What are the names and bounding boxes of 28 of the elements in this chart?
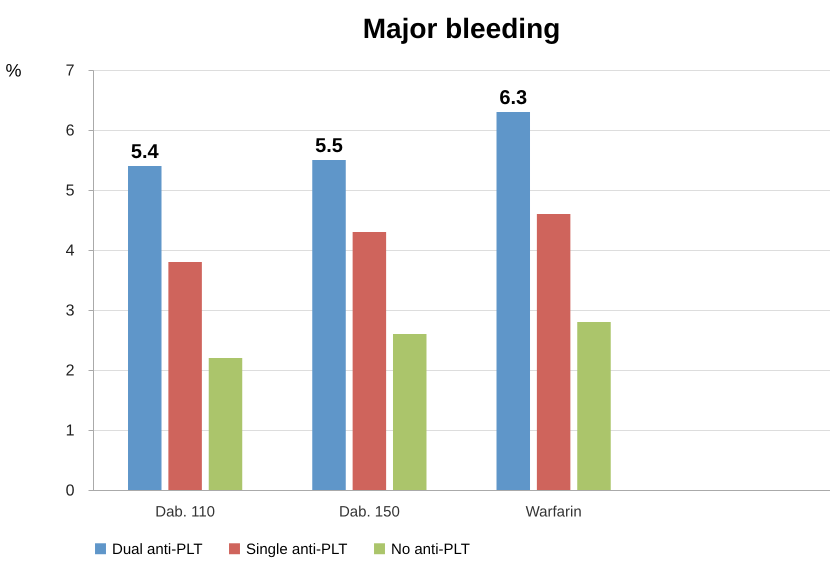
x-tick-label: Dab. 110	[155, 504, 216, 520]
bar	[392, 334, 426, 490]
bar	[168, 262, 202, 490]
bar	[128, 166, 162, 490]
chart-title: Major bleeding	[362, 13, 560, 44]
bar	[536, 214, 570, 490]
bar	[208, 358, 242, 490]
y-axis-title: %	[5, 60, 22, 80]
y-tick-label: 2	[66, 362, 75, 380]
legend-label: Single anti-PLT	[246, 540, 348, 558]
legend-label: No anti-PLT	[391, 540, 470, 558]
y-tick-label: 1	[66, 422, 75, 440]
bar	[312, 160, 346, 490]
y-tick-label: 5	[66, 182, 75, 200]
y-tick-label: 0	[66, 482, 75, 500]
data-label: 5.5	[315, 135, 343, 157]
data-label: 6.3	[499, 87, 528, 109]
data-label: 5.4	[130, 141, 160, 163]
bar	[496, 112, 530, 490]
bar	[577, 322, 611, 490]
y-tick-label: 4	[66, 242, 75, 260]
legend-label: Dual anti-PLT	[112, 540, 203, 558]
bar	[352, 232, 386, 490]
x-tick-label: Warfarin	[526, 504, 582, 520]
x-tick-label: Dab. 150	[338, 504, 400, 520]
y-tick-label: 7	[66, 62, 75, 80]
y-tick-label: 6	[66, 122, 75, 140]
y-tick-label: 3	[66, 302, 75, 320]
